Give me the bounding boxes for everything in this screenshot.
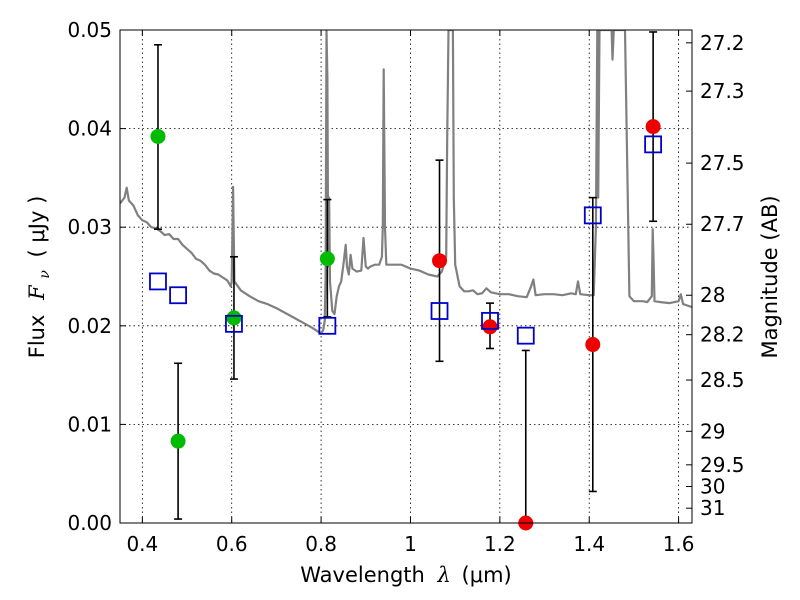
- y-axis-label-unit: ( μJy ): [25, 196, 49, 258]
- y-tick-label: 0.00: [67, 511, 112, 535]
- markers-layer: [149, 119, 663, 531]
- tick-labels: 0.4 0.6 0.8 1 1.2 1.4 1.6 0.00 0.01 0.02 0.03 0.04 0…: [67, 18, 744, 556]
- x-tick-label: 0.6: [216, 532, 248, 556]
- red-data-point: [432, 253, 448, 269]
- red-data-point: [585, 337, 601, 353]
- model-sed-layer: [120, 30, 692, 335]
- x-axis-label-unit: (μm): [462, 563, 512, 587]
- magnitude-tick-label: 28.2: [700, 323, 745, 347]
- y-axis-label: Flux F ν ( μJy ): [25, 196, 54, 359]
- green-data-point: [226, 310, 242, 326]
- y-tick-label: 0.05: [67, 18, 112, 42]
- model-photometry-square: [149, 272, 167, 291]
- magnitude-tick-label: 29.5: [700, 453, 745, 477]
- green-data-point: [150, 128, 166, 144]
- x-tick-label: 0.8: [305, 532, 337, 556]
- x-axis-label-text: Wavelength: [300, 563, 425, 587]
- red-data-point: [482, 319, 498, 335]
- model-photometry-square: [318, 316, 337, 335]
- x-tick-label: 1.6: [663, 532, 695, 556]
- magnitude-tick-label: 27.7: [700, 212, 745, 236]
- model-photometry-square: [169, 286, 187, 305]
- magnitude-tick-label: 31: [700, 496, 725, 520]
- model-photometry-square: [516, 326, 535, 345]
- y2-axis-label: Magnitude (AB): [758, 195, 782, 358]
- model-photometry-square: [644, 135, 663, 154]
- magnitude-tick-label: 30: [700, 475, 725, 499]
- x-tick-label: 1: [404, 532, 417, 556]
- magnitude-tick-label: 28: [700, 283, 725, 307]
- y-tick-label: 0.04: [67, 117, 112, 141]
- y-tick-label: 0.03: [67, 215, 112, 239]
- y-axis-label-subscript: ν: [37, 270, 53, 279]
- magnitude-tick-label: 29: [700, 419, 725, 443]
- model-photometry-square: [481, 311, 499, 330]
- y-tick-label: 0.01: [67, 412, 112, 436]
- x-tick-label: 0.4: [126, 532, 158, 556]
- magnitude-tick-label: 27.2: [700, 31, 745, 55]
- model-photometry-square: [583, 206, 602, 225]
- y-axis-label-symbol: F: [25, 284, 49, 301]
- y-axis-label-text: Flux: [25, 315, 49, 359]
- magnitude-tick-label: 28.5: [700, 368, 745, 392]
- grid-lines: [120, 29, 692, 524]
- error-bars-layer: [153, 31, 658, 524]
- model-sed-line: [120, 30, 692, 335]
- x-axis-label-symbol: λ: [437, 563, 451, 587]
- model-photometry-square: [225, 314, 243, 333]
- axes-frame: [119, 29, 693, 524]
- y-tick-label: 0.02: [67, 314, 112, 338]
- plot-frame: [119, 29, 693, 524]
- model-photometry-square: [430, 302, 449, 320]
- x-tick-label: 1.2: [484, 532, 516, 556]
- x-tick-label: 1.4: [573, 532, 605, 556]
- magnitude-tick-label: 27.3: [700, 79, 745, 103]
- magnitude-tick-label: 27.5: [700, 151, 745, 175]
- green-data-point: [319, 251, 335, 267]
- x-axis-label: Wavelength λ (μm): [300, 563, 511, 587]
- green-data-point: [170, 433, 186, 449]
- red-data-point: [645, 119, 661, 135]
